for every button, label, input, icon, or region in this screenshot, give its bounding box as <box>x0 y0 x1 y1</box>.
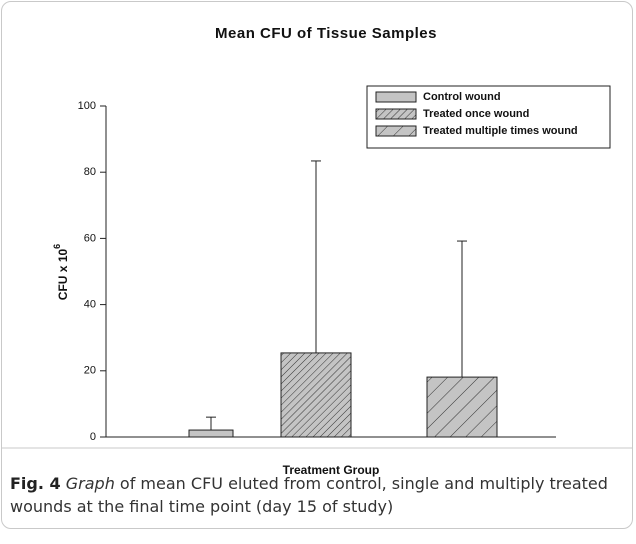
y-tick-label: 40 <box>84 299 96 311</box>
figure-frame <box>1 1 633 529</box>
legend-label: Control wound <box>423 91 501 103</box>
y-tick-label: 0 <box>90 431 96 443</box>
y-tick-label: 60 <box>84 232 96 244</box>
y-tick-label: 20 <box>84 365 96 377</box>
bar <box>426 376 498 438</box>
legend-label: Treated once wound <box>423 108 529 120</box>
y-tick-label: 100 <box>78 100 96 112</box>
y-axis-label: CFU x 106 <box>52 244 70 300</box>
caption-label: Fig. 4 <box>10 474 61 493</box>
y-axis-label-text: CFU x 106 <box>52 244 70 300</box>
x-axis-label: Treatment Group <box>283 463 380 477</box>
y-tick-label: 80 <box>84 166 96 178</box>
caption-emphasis: Graph <box>65 474 115 493</box>
bar <box>188 429 234 438</box>
y-axis-label-sup: 6 <box>52 244 62 249</box>
bar <box>280 352 352 438</box>
legend-swatch <box>375 125 417 137</box>
caption: Fig. 4 Graph of mean CFU eluted from con… <box>10 472 620 518</box>
caption-text: of mean CFU eluted from control, single … <box>10 474 608 516</box>
legend-swatch <box>375 108 417 120</box>
legend-swatch <box>375 91 417 103</box>
chart-title: Mean CFU of Tissue Samples <box>215 25 437 42</box>
y-axis-label-main: CFU x 10 <box>56 249 70 301</box>
legend-label: Treated multiple times wound <box>423 125 578 137</box>
